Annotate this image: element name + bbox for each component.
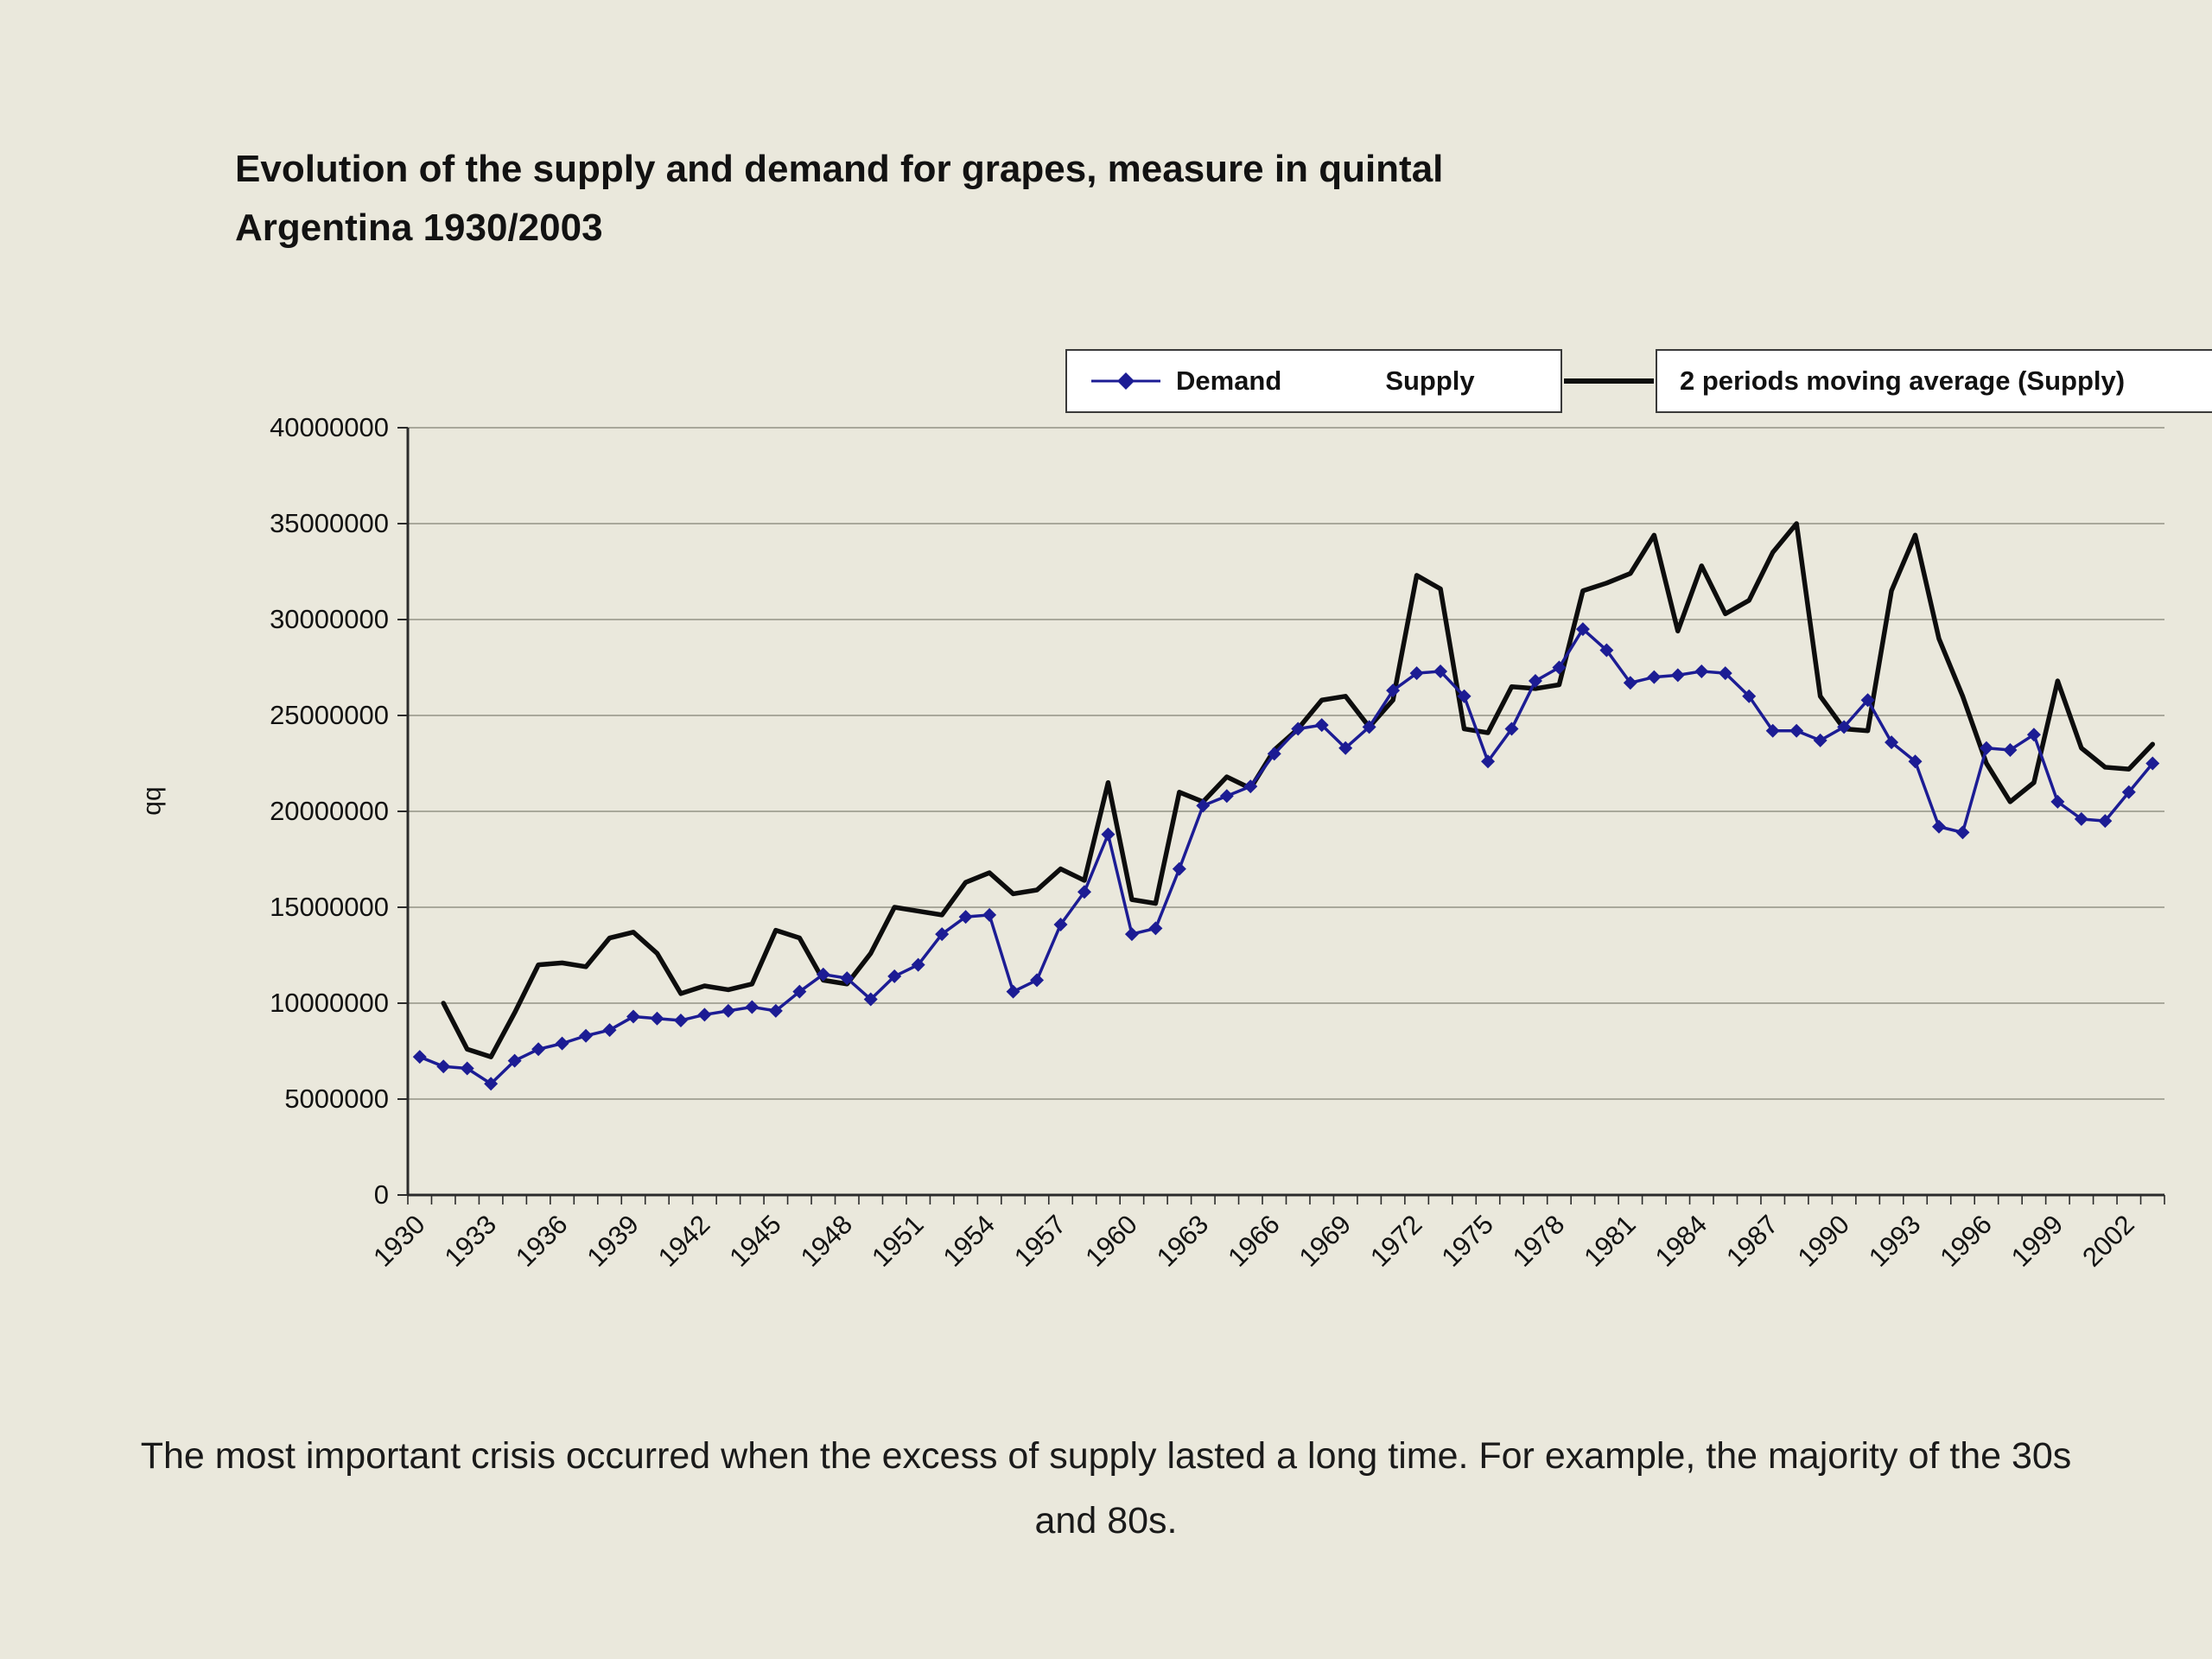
svg-text:1948: 1948 — [795, 1209, 859, 1273]
svg-text:1972: 1972 — [1364, 1209, 1428, 1273]
svg-text:1957: 1957 — [1008, 1209, 1072, 1273]
svg-text:10000000: 10000000 — [270, 988, 389, 1018]
legend-moving-average-box: 2 periods moving average (Supply) — [1656, 349, 2212, 413]
svg-text:0: 0 — [374, 1179, 389, 1210]
svg-text:1966: 1966 — [1222, 1209, 1286, 1273]
legend-demand-supply-box: Demand Supply — [1065, 349, 1562, 413]
svg-text:1975: 1975 — [1435, 1209, 1499, 1273]
svg-text:1978: 1978 — [1507, 1209, 1571, 1273]
svg-text:1981: 1981 — [1578, 1209, 1642, 1273]
demand-legend-marker-icon — [1091, 372, 1160, 390]
chart-title: Evolution of the supply and demand for g… — [235, 140, 1443, 257]
svg-text:1939: 1939 — [581, 1209, 645, 1273]
svg-text:1960: 1960 — [1079, 1209, 1143, 1273]
svg-text:1951: 1951 — [866, 1209, 930, 1273]
svg-text:30000000: 30000000 — [270, 604, 389, 634]
svg-text:1999: 1999 — [2005, 1209, 2069, 1273]
moving-average-legend-line-icon — [1564, 378, 1654, 384]
svg-text:2002: 2002 — [2076, 1209, 2140, 1273]
svg-text:15000000: 15000000 — [270, 892, 389, 922]
moving-average-legend-line-wrap — [1562, 349, 1656, 413]
svg-text:40000000: 40000000 — [270, 412, 389, 442]
caption-text: The most important crisis occurred when … — [140, 1435, 2072, 1542]
svg-text:35000000: 35000000 — [270, 508, 389, 538]
legend-supply-label: Supply — [1385, 365, 1475, 396]
chart-title-line1: Evolution of the supply and demand for g… — [235, 148, 1444, 190]
legend-moving-average-label: 2 periods moving average (Supply) — [1680, 365, 2126, 396]
svg-text:1984: 1984 — [1649, 1209, 1713, 1273]
svg-text:1996: 1996 — [1934, 1209, 1998, 1273]
svg-text:25000000: 25000000 — [270, 700, 389, 730]
svg-text:5000000: 5000000 — [284, 1084, 389, 1114]
svg-text:1954: 1954 — [938, 1209, 1001, 1273]
svg-text:1987: 1987 — [1720, 1209, 1784, 1273]
svg-text:1936: 1936 — [510, 1209, 574, 1273]
svg-text:1969: 1969 — [1294, 1209, 1357, 1273]
svg-text:1942: 1942 — [652, 1209, 716, 1273]
chart-title-line2: Argentina 1930/2003 — [235, 207, 603, 250]
svg-text:1945: 1945 — [723, 1209, 787, 1273]
svg-text:1930: 1930 — [367, 1209, 431, 1273]
svg-text:1963: 1963 — [1151, 1209, 1215, 1273]
svg-text:1993: 1993 — [1863, 1209, 1927, 1273]
legend-demand-label: Demand — [1176, 365, 1282, 396]
svg-text:1933: 1933 — [439, 1209, 503, 1273]
svg-text:1990: 1990 — [1792, 1209, 1856, 1273]
svg-text:20000000: 20000000 — [270, 796, 389, 826]
chart-legend: Demand Supply 2 periods moving average (… — [1065, 349, 2212, 413]
